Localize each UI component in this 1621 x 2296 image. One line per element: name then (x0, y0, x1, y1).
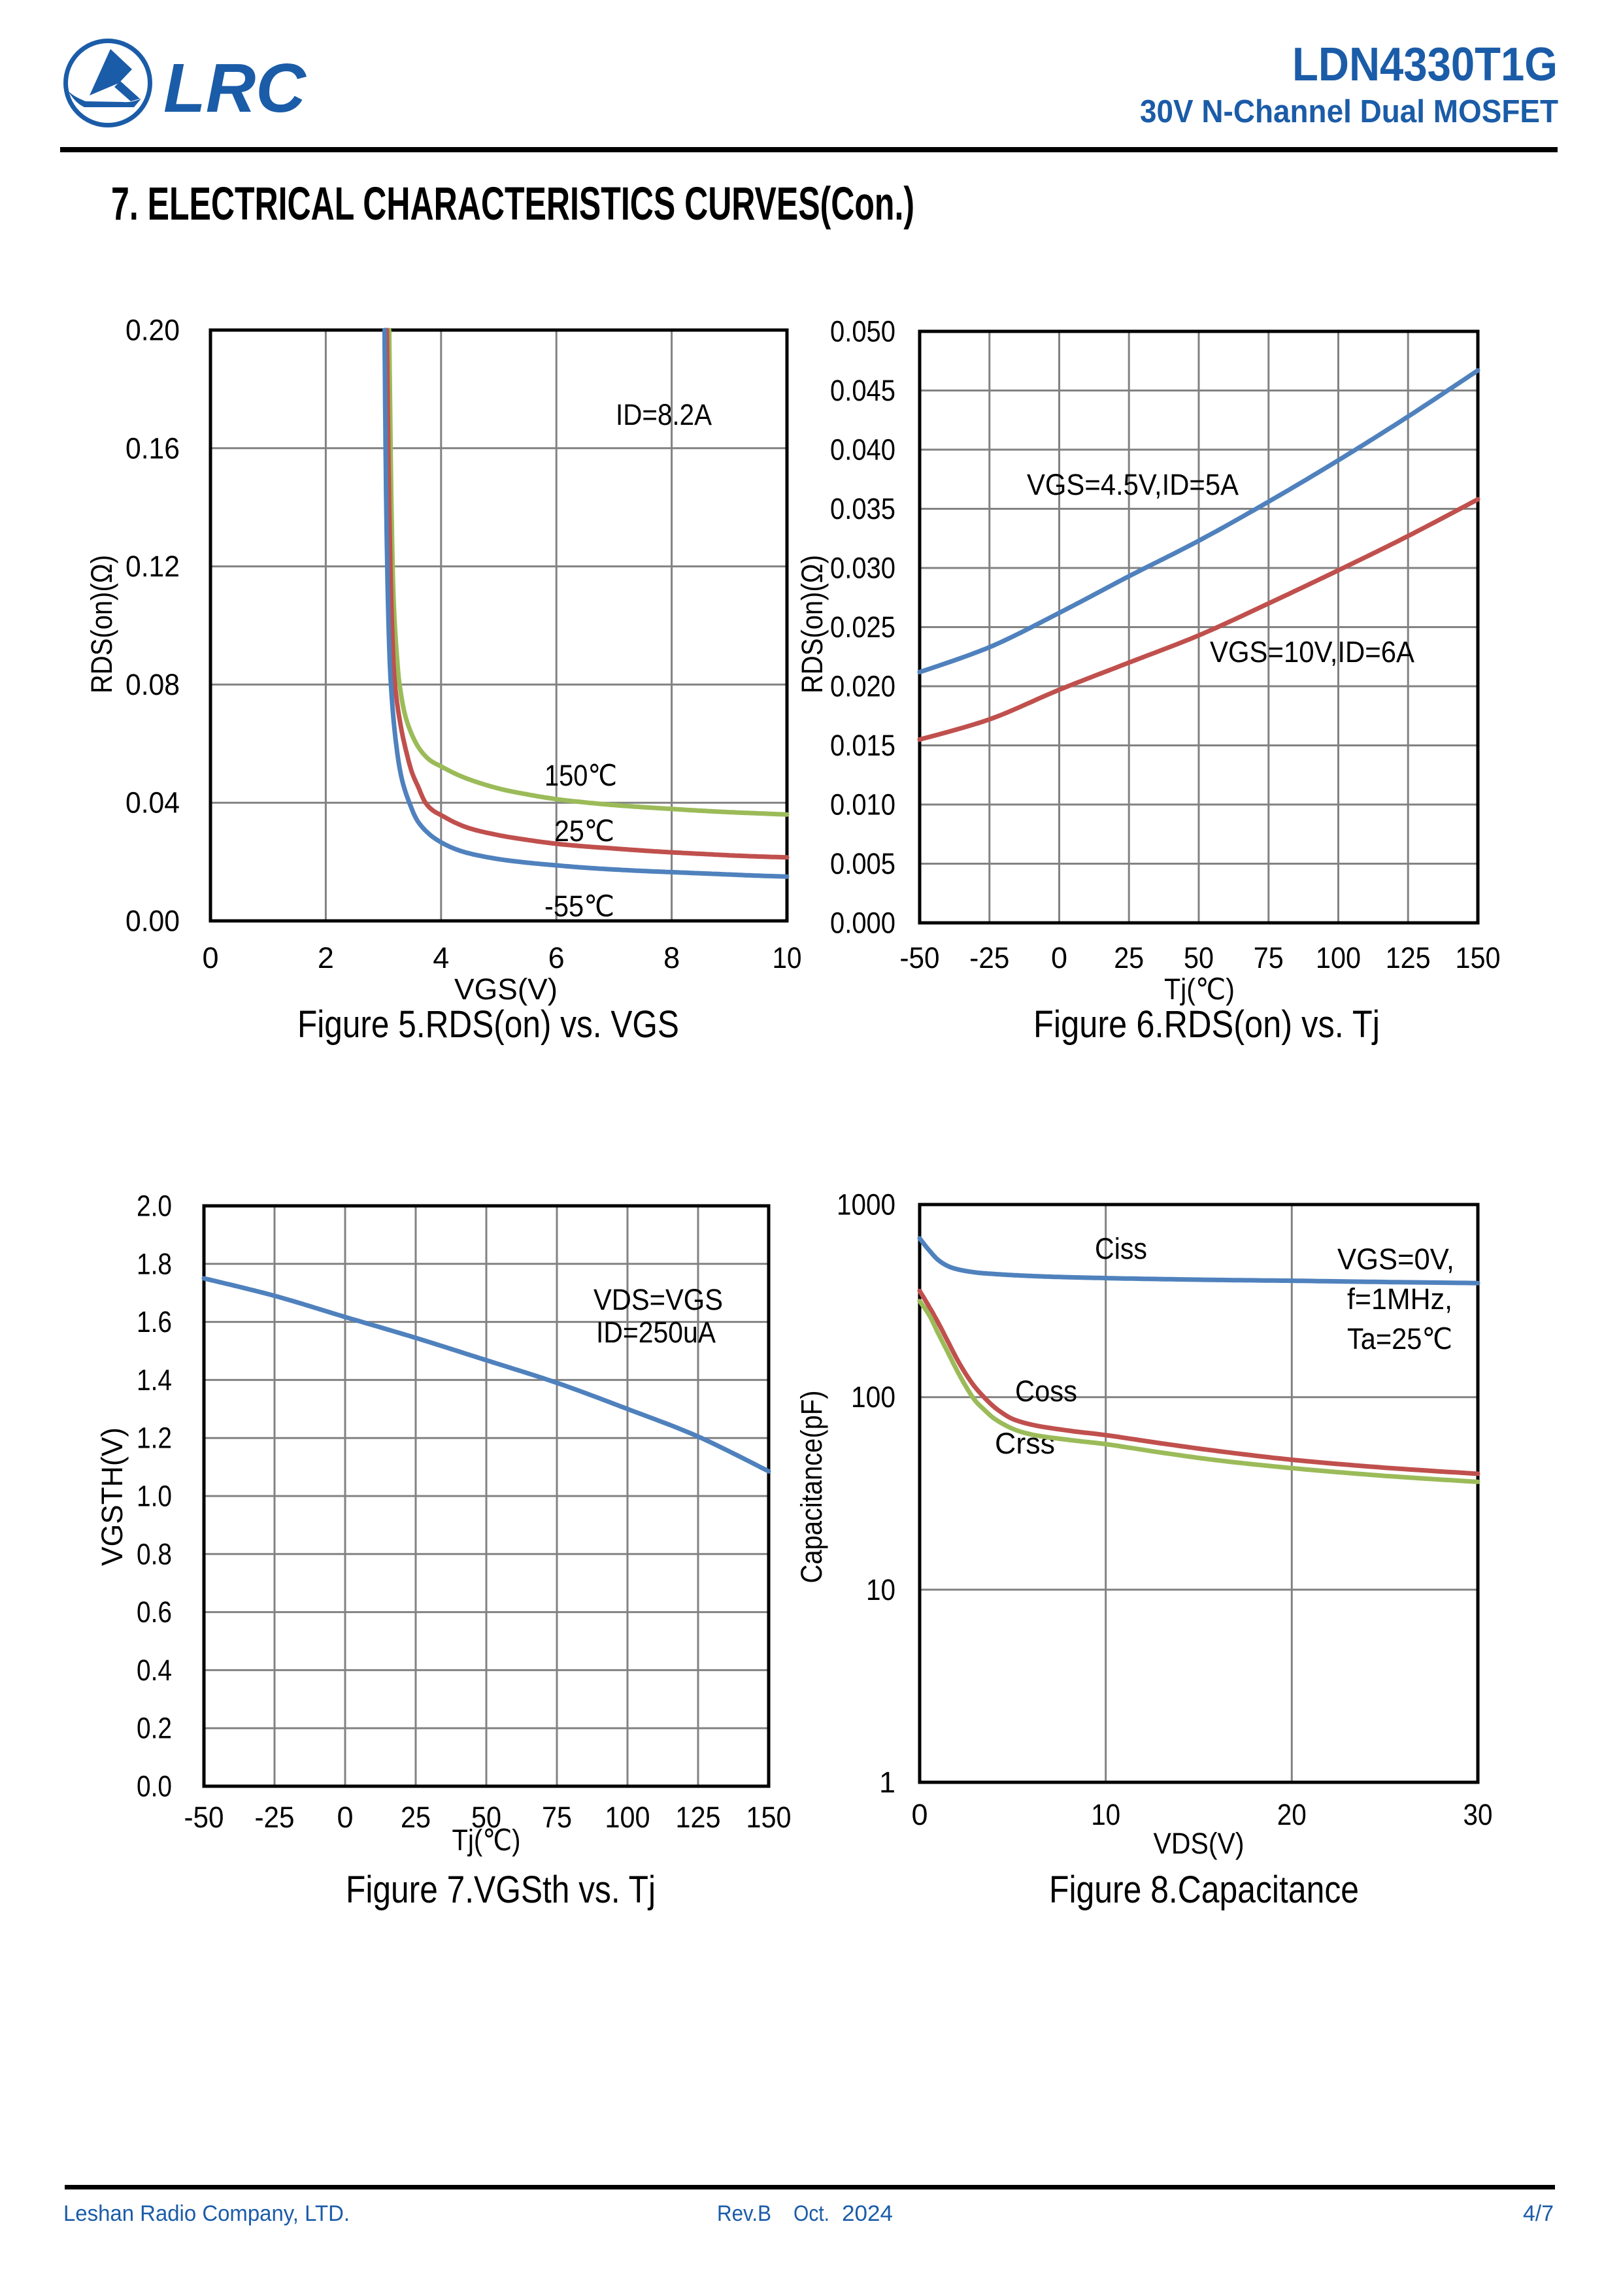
svg-text:VGS=10V,ID=6A: VGS=10V,ID=6A (1210, 635, 1414, 669)
svg-text:0.015: 0.015 (830, 729, 895, 762)
svg-text:-25: -25 (255, 1801, 295, 1834)
svg-text:0.000: 0.000 (830, 907, 895, 940)
svg-text:Rev.B: Rev.B (717, 2201, 771, 2226)
svg-text:100: 100 (605, 1801, 650, 1834)
svg-text:1.4: 1.4 (137, 1363, 172, 1397)
svg-text:4/7: 4/7 (1523, 2201, 1554, 2226)
svg-text:f=1MHz,: f=1MHz, (1347, 1282, 1452, 1316)
svg-text:0.6: 0.6 (137, 1595, 172, 1629)
svg-text:VGS=4.5V,ID=5A: VGS=4.5V,ID=5A (1027, 468, 1239, 501)
svg-text:Tj(℃): Tj(℃) (1164, 973, 1235, 1006)
svg-text:0.005: 0.005 (830, 847, 895, 880)
svg-text:VDS=VGS: VDS=VGS (593, 1283, 723, 1316)
svg-text:30: 30 (1463, 1798, 1493, 1831)
svg-text:0.0: 0.0 (137, 1770, 172, 1803)
svg-text:150℃: 150℃ (544, 759, 617, 792)
svg-text:RDS(on)(Ω): RDS(on)(Ω) (795, 555, 829, 693)
svg-text:LRC: LRC (163, 50, 307, 127)
svg-text:LDN4330T1G: LDN4330T1G (1292, 39, 1558, 91)
svg-text:125: 125 (1386, 941, 1431, 974)
svg-text:75: 75 (1254, 941, 1284, 974)
svg-text:1.2: 1.2 (137, 1422, 172, 1455)
svg-text:0.035: 0.035 (830, 492, 895, 525)
svg-text:Figure 6.RDS(on) vs. Tj: Figure 6.RDS(on) vs. Tj (1033, 1003, 1380, 1046)
svg-text:0.2: 0.2 (137, 1712, 172, 1745)
svg-text:Leshan Radio Company, LTD.: Leshan Radio Company, LTD. (63, 2201, 350, 2226)
svg-text:0.00: 0.00 (125, 905, 180, 938)
svg-text:30V N-Channel Dual MOSFET: 30V N-Channel Dual MOSFET (1140, 94, 1558, 129)
svg-text:150: 150 (1456, 941, 1501, 974)
svg-text:2024: 2024 (842, 2201, 893, 2226)
svg-text:0.08: 0.08 (125, 668, 180, 701)
svg-text:Figure 8.Capacitance: Figure 8.Capacitance (1049, 1869, 1359, 1911)
svg-text:0.040: 0.040 (830, 433, 895, 467)
svg-text:0: 0 (911, 1798, 927, 1831)
svg-text:1.8: 1.8 (137, 1247, 172, 1280)
svg-text:2.0: 2.0 (137, 1190, 172, 1223)
svg-text:8: 8 (663, 941, 680, 974)
svg-text:Coss: Coss (1015, 1374, 1077, 1408)
svg-text:Oct.: Oct. (794, 2201, 829, 2226)
svg-text:100: 100 (851, 1380, 895, 1414)
svg-text:ID=8.2A: ID=8.2A (616, 398, 712, 431)
svg-text:Capacitance(pF): Capacitance(pF) (795, 1391, 828, 1584)
svg-text:0.20: 0.20 (125, 314, 180, 347)
svg-text:1000: 1000 (837, 1188, 895, 1222)
svg-text:2: 2 (318, 941, 334, 974)
svg-text:Ta=25℃: Ta=25℃ (1347, 1322, 1452, 1356)
svg-text:0.12: 0.12 (125, 550, 180, 583)
svg-text:6: 6 (548, 941, 565, 974)
svg-text:Ciss: Ciss (1095, 1232, 1147, 1265)
svg-text:0.020: 0.020 (830, 670, 895, 703)
svg-text:0: 0 (337, 1801, 353, 1834)
svg-text:20: 20 (1277, 1798, 1307, 1831)
svg-text:RDS(on)(Ω): RDS(on)(Ω) (85, 555, 118, 693)
svg-text:75: 75 (542, 1801, 572, 1834)
svg-text:25: 25 (401, 1801, 431, 1834)
svg-text:125: 125 (676, 1801, 721, 1834)
svg-text:0.04: 0.04 (125, 786, 180, 820)
svg-text:1.0: 1.0 (137, 1480, 172, 1513)
svg-text:50: 50 (1184, 941, 1214, 974)
svg-text:0: 0 (1051, 941, 1067, 974)
svg-text:0.050: 0.050 (830, 315, 895, 348)
svg-text:VDS(V): VDS(V) (1154, 1827, 1245, 1860)
svg-text:Tj(℃): Tj(℃) (452, 1823, 521, 1857)
svg-text:0.030: 0.030 (830, 552, 895, 585)
svg-text:-55℃: -55℃ (544, 890, 614, 923)
svg-text:Figure 7.VGSth vs. Tj: Figure 7.VGSth vs. Tj (346, 1869, 656, 1911)
svg-text:4: 4 (433, 941, 449, 974)
svg-text:25℃: 25℃ (554, 814, 614, 848)
svg-text:VGS=0V,: VGS=0V, (1337, 1242, 1454, 1276)
svg-text:Figure 5.RDS(on) vs. VGS: Figure 5.RDS(on) vs. VGS (297, 1003, 679, 1046)
svg-text:100: 100 (1316, 941, 1361, 974)
svg-text:0.8: 0.8 (137, 1537, 172, 1571)
svg-text:-25: -25 (969, 941, 1009, 974)
svg-text:-50: -50 (184, 1801, 224, 1834)
svg-text:50: 50 (471, 1801, 501, 1834)
svg-text:VGSTH(V): VGSTH(V) (95, 1427, 129, 1566)
svg-text:25: 25 (1114, 941, 1144, 974)
svg-text:-50: -50 (900, 941, 940, 974)
svg-text:10: 10 (1091, 1798, 1120, 1831)
svg-text:1: 1 (879, 1766, 895, 1799)
svg-text:0.4: 0.4 (137, 1654, 172, 1687)
svg-text:0.16: 0.16 (125, 431, 180, 465)
svg-text:7. ELECTRICAL CHARACTERISTICS: 7. ELECTRICAL CHARACTERISTICS CURVES(Con… (111, 178, 914, 230)
svg-text:0.010: 0.010 (830, 788, 895, 822)
svg-text:0.045: 0.045 (830, 374, 895, 407)
svg-text:10: 10 (866, 1573, 895, 1606)
svg-text:0: 0 (202, 941, 218, 974)
svg-text:VGS(V): VGS(V) (454, 973, 558, 1006)
svg-text:1.6: 1.6 (137, 1305, 172, 1339)
svg-text:150: 150 (746, 1801, 792, 1834)
svg-text:0.025: 0.025 (830, 610, 895, 644)
svg-text:ID=250uA: ID=250uA (596, 1316, 716, 1349)
svg-text:10: 10 (773, 941, 802, 974)
